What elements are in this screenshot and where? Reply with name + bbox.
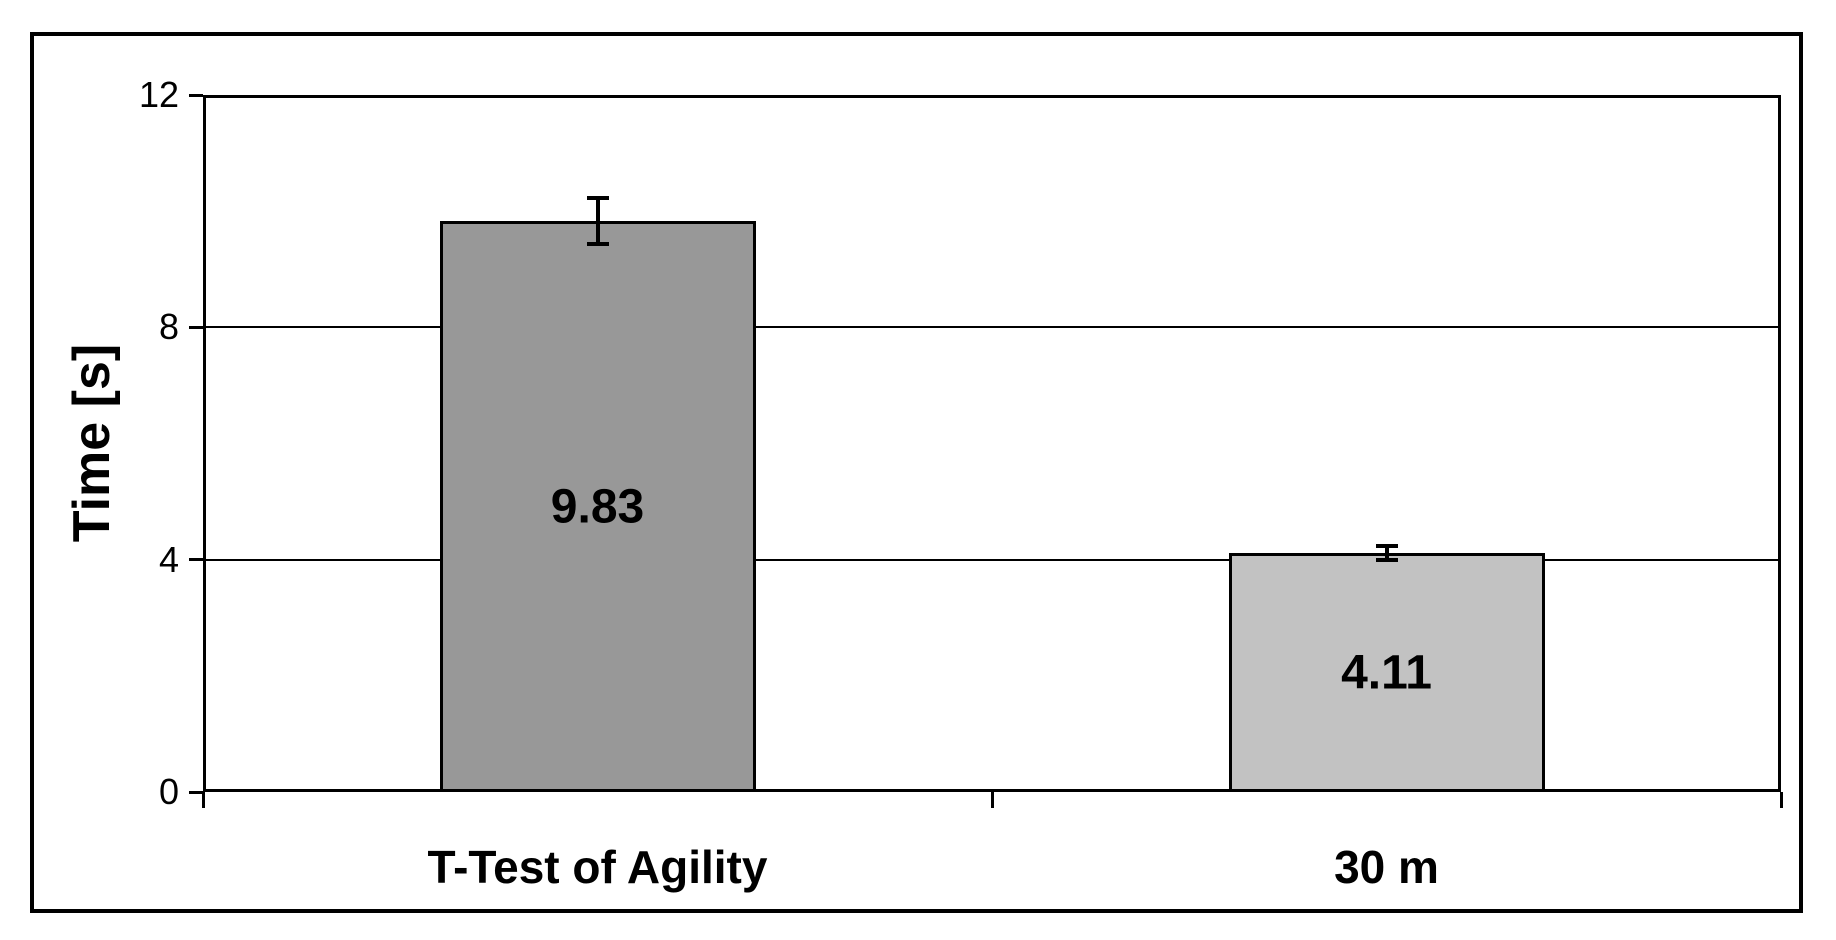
y-axis-tick-label-0: 0 xyxy=(158,771,179,812)
error-bar-line-0 xyxy=(595,197,600,245)
bar-value-label-0: 9.83 xyxy=(550,480,645,534)
error-bar-bottom-cap-1 xyxy=(1375,558,1398,563)
y-axis-tick-label-8: 8 xyxy=(158,306,179,348)
y-axis-title: Time [s] xyxy=(63,343,121,543)
x-axis-boundary-tick-1 xyxy=(990,792,994,808)
y-axis-tick-4 xyxy=(189,558,203,562)
y-axis-tick-0 xyxy=(189,790,203,794)
error-bar-top-cap-1 xyxy=(1375,544,1398,549)
y-axis-tick-8 xyxy=(189,325,203,329)
error-bar-top-cap-0 xyxy=(586,195,609,200)
y-axis-tick-12 xyxy=(189,93,203,97)
error-bar-line-1 xyxy=(1384,546,1389,561)
gridline-y-8 xyxy=(206,326,1778,329)
y-axis-tick-label-12: 12 xyxy=(138,74,179,115)
category-label-0: T-Test of Agility xyxy=(427,841,768,893)
y-axis-tick-label-4: 4 xyxy=(158,538,179,580)
bar-30 m xyxy=(1228,553,1545,792)
category-label-1: 30 m xyxy=(1334,841,1439,893)
error-bar-bottom-cap-0 xyxy=(586,242,609,247)
gridline-y-4 xyxy=(206,558,1778,561)
x-axis-boundary-tick-2 xyxy=(1779,792,1783,808)
bar-value-label-1: 4.11 xyxy=(1341,646,1432,700)
x-axis-boundary-tick-0 xyxy=(201,792,205,808)
